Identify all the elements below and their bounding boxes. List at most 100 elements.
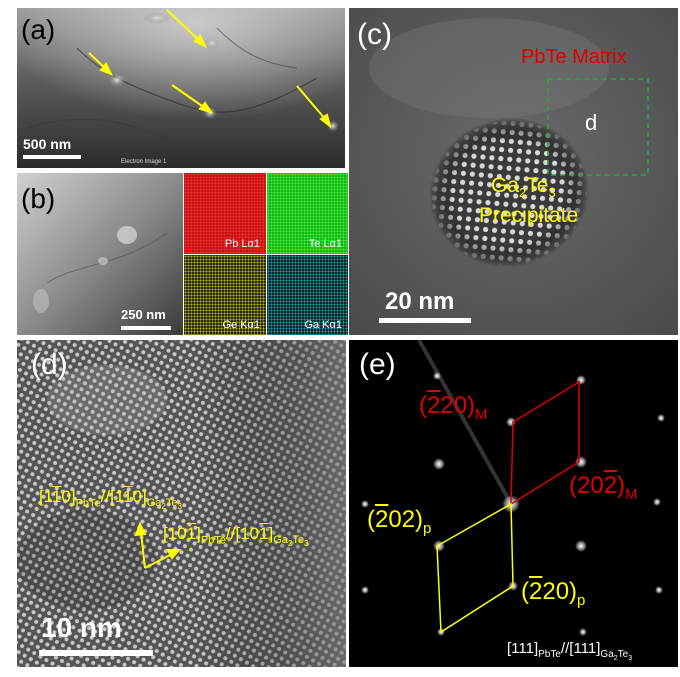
arrow-right-head bbox=[166, 549, 182, 560]
map-te: Te Lα1 bbox=[267, 173, 348, 254]
arrow-2-head bbox=[99, 62, 114, 76]
formula-ga: Ga bbox=[491, 174, 520, 197]
label-p2: (220)p bbox=[521, 578, 585, 609]
panel-a-tiny-caption: Electron Image 1 bbox=[121, 159, 167, 165]
m1-rest: 20) bbox=[440, 392, 476, 419]
matrix-cell bbox=[510, 380, 580, 506]
panel-a-arrows bbox=[88, 9, 332, 129]
panel-a-scale-text: 500 nm bbox=[23, 136, 72, 152]
panel-e-label: (e) bbox=[359, 348, 396, 381]
panel-b-scale-bar bbox=[121, 326, 171, 330]
p2-sub: p bbox=[577, 591, 586, 609]
panel-d-scale-text: 10 nm bbox=[41, 612, 122, 643]
d2-part: [10 bbox=[163, 524, 187, 543]
panel-b-haadf-image: (b) 250 nm bbox=[17, 173, 183, 335]
panel-d-direction-1: [110]PbTe//[110]Ga2Te3 bbox=[39, 487, 182, 512]
map-pb-label: Pb Lα1 bbox=[224, 238, 260, 250]
m1-bar: 2 bbox=[427, 392, 441, 419]
panel-e-diffraction-pattern: (e) (220)M (202)M (202)p (220)p [111]PbT… bbox=[349, 340, 678, 667]
arrow-3-head bbox=[198, 101, 214, 114]
p1-bar: 2 bbox=[375, 506, 389, 533]
d1-te: Te bbox=[165, 497, 178, 510]
d1-bar2: 1 bbox=[123, 487, 133, 506]
m2-sub: M bbox=[625, 485, 638, 503]
m2-open: (20 bbox=[569, 472, 604, 499]
zone-n3: 3 bbox=[628, 655, 633, 662]
zone-ga: Ga bbox=[600, 649, 614, 660]
d2-bar: 1 bbox=[186, 524, 197, 543]
p1-sub: p bbox=[423, 519, 432, 537]
zone-mid: //[111] bbox=[560, 640, 601, 657]
panel-c-box-label: d bbox=[585, 110, 598, 135]
arrow-1-head bbox=[193, 34, 208, 49]
d2-mid: //[10 bbox=[225, 524, 260, 543]
d2-n3: 3 bbox=[303, 539, 309, 549]
panel-c-scale-text: 20 nm bbox=[385, 288, 455, 315]
zone-n2: 2 bbox=[613, 655, 618, 662]
panel-a-scale-bar bbox=[23, 155, 81, 159]
zone-a: [111] bbox=[507, 640, 539, 657]
panel-c-dashed-box bbox=[547, 78, 649, 176]
d2-sub: PbTe bbox=[200, 534, 226, 547]
d1-end: 0] bbox=[61, 487, 76, 506]
map-ga: Ga Kα1 bbox=[267, 255, 348, 335]
d1-sub: PbTe bbox=[75, 497, 101, 510]
m1-open: ( bbox=[419, 392, 427, 419]
panel-d-label: (d) bbox=[31, 348, 68, 381]
panel-c-svg bbox=[349, 8, 678, 335]
panel-d-svg bbox=[17, 340, 346, 667]
beam-stop bbox=[417, 340, 511, 501]
panel-b-svg bbox=[17, 173, 183, 335]
panel-b-label: (b) bbox=[21, 183, 56, 214]
formula-sub-2: 2 bbox=[519, 185, 527, 201]
zone-sub1: PbTe bbox=[538, 649, 561, 660]
p2-rest: 20) bbox=[542, 578, 578, 605]
panel-d-hrtem-image: (d) [110]PbTe//[110]Ga2Te3 [101]PbTe//[1… bbox=[17, 340, 346, 667]
arrow-up-head bbox=[134, 521, 147, 537]
panel-a-svg bbox=[17, 8, 345, 168]
m1-sub: M bbox=[475, 405, 488, 423]
map-ga-label: Ga Kα1 bbox=[304, 319, 342, 331]
m2-rest: ) bbox=[617, 472, 626, 499]
label-p1: (202)p bbox=[367, 506, 431, 537]
d2-bar2: 1 bbox=[259, 524, 269, 543]
panel-a-label: (a) bbox=[21, 14, 56, 45]
panel-d-scale-bar bbox=[39, 650, 153, 656]
d1-end2: 0] bbox=[132, 487, 147, 506]
panel-c-hrtem-image: (c) PbTe Matrix d Ga2Te3 Precipitate 20 … bbox=[349, 8, 678, 335]
panel-d-direction-arrows bbox=[134, 521, 182, 569]
map-te-label: Te Lα1 bbox=[308, 238, 342, 250]
arrow-4-head bbox=[319, 113, 332, 129]
formula-sub-3: 3 bbox=[548, 185, 556, 201]
d2-te: Te bbox=[292, 534, 304, 547]
panel-e-svg bbox=[361, 340, 665, 636]
d1-n2: 2 bbox=[161, 502, 166, 512]
d1-mid: //[1 bbox=[100, 487, 124, 506]
m2-bar: 2 bbox=[603, 472, 618, 499]
p1-open: ( bbox=[367, 506, 375, 533]
zone-axis-label: [111]PbTe//[111]Ga2Te3 bbox=[507, 640, 632, 662]
panel-c-matrix-label: PbTe Matrix bbox=[521, 46, 627, 68]
d1-n3: 3 bbox=[177, 502, 182, 512]
d1-ga: Ga bbox=[146, 497, 162, 510]
panel-c-precip-formula: Ga2Te3 bbox=[491, 174, 556, 200]
precipitate-cell bbox=[436, 502, 514, 634]
label-m1: (220)M bbox=[419, 392, 488, 423]
arrow-1 bbox=[166, 9, 201, 42]
label-m2: (202)M bbox=[569, 472, 638, 503]
p2-bar: 2 bbox=[529, 578, 543, 605]
panel-a-stem-image: (a) 500 nm Electron Image 1 bbox=[17, 8, 345, 168]
p2-open: ( bbox=[521, 578, 529, 605]
map-ge-label: Ge Kα1 bbox=[222, 319, 260, 331]
d2-ga: Ga bbox=[273, 534, 288, 547]
arrow-4 bbox=[296, 85, 327, 121]
formula-te: Te bbox=[526, 174, 549, 197]
panel-c-scale-bar bbox=[379, 318, 471, 323]
d2-n2: 2 bbox=[287, 539, 293, 549]
map-ge: Ge Kα1 bbox=[184, 255, 266, 335]
panel-c-precip-word: Precipitate bbox=[479, 204, 579, 227]
arrow-right bbox=[144, 553, 173, 569]
d1-bar: 1 bbox=[51, 487, 62, 506]
arrow-3 bbox=[171, 84, 206, 109]
d2-end2: ] bbox=[268, 524, 274, 543]
